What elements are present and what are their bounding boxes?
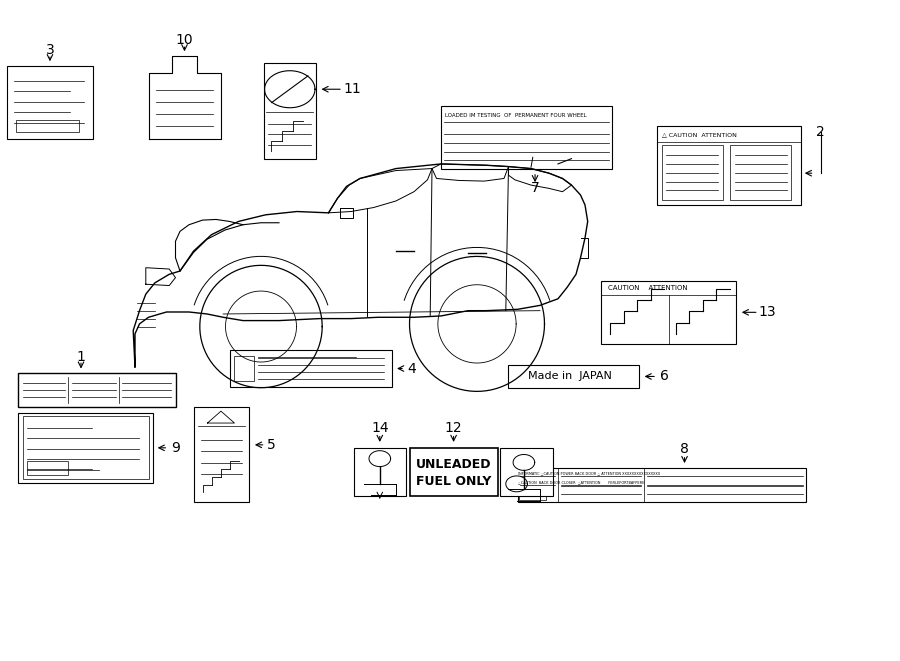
Bar bbox=[194, 407, 249, 502]
Text: 11: 11 bbox=[343, 82, 361, 97]
Bar bbox=[500, 448, 553, 496]
Text: Made in  JAPAN: Made in JAPAN bbox=[528, 371, 612, 381]
Text: 9: 9 bbox=[171, 441, 180, 455]
Text: 2: 2 bbox=[816, 125, 825, 139]
Text: LOADED IM TESTING  OF  PERMANENT FOUR WHEEL: LOADED IM TESTING OF PERMANENT FOUR WHEE… bbox=[445, 113, 586, 118]
Bar bbox=[27, 461, 68, 475]
Bar bbox=[264, 63, 316, 159]
Text: UNLEADED: UNLEADED bbox=[416, 458, 491, 471]
Text: △ CAUTION  ATTENTION: △ CAUTION ATTENTION bbox=[662, 132, 736, 137]
Bar bbox=[662, 145, 723, 200]
Bar bbox=[410, 448, 498, 496]
Bar bbox=[22, 416, 148, 479]
Bar bbox=[441, 106, 612, 169]
Text: 5: 5 bbox=[267, 438, 276, 452]
Bar bbox=[508, 365, 639, 388]
Bar bbox=[7, 66, 93, 139]
Bar bbox=[518, 468, 806, 502]
Text: △CAUTION  BACK DOOR CLOSER  △ATTENTION       FERLEPORTBAFPERE: △CAUTION BACK DOOR CLOSER △ATTENTION FER… bbox=[518, 481, 644, 485]
Text: 14: 14 bbox=[371, 421, 389, 436]
Bar bbox=[16, 120, 79, 132]
Text: 10: 10 bbox=[176, 32, 194, 47]
Bar bbox=[234, 356, 254, 381]
Text: 3: 3 bbox=[46, 42, 54, 57]
Bar bbox=[18, 413, 153, 483]
Bar bbox=[18, 373, 176, 407]
Text: INFORMATIC △CAUTION POWER BACK DOOR △ ATTENTION XXXXXXXXXXXXXXXX: INFORMATIC △CAUTION POWER BACK DOOR △ AT… bbox=[518, 471, 661, 475]
Text: 4: 4 bbox=[407, 362, 416, 375]
Text: FUEL ONLY: FUEL ONLY bbox=[416, 475, 491, 488]
Bar bbox=[354, 448, 406, 496]
Bar bbox=[519, 470, 546, 500]
Bar bbox=[601, 281, 736, 344]
Text: 8: 8 bbox=[680, 442, 689, 457]
Text: CAUTION    ATTENTION: CAUTION ATTENTION bbox=[608, 285, 688, 292]
Bar bbox=[730, 145, 791, 200]
Text: 1: 1 bbox=[76, 350, 86, 364]
Text: 13: 13 bbox=[759, 305, 777, 319]
Text: 7: 7 bbox=[531, 181, 539, 196]
Text: 6: 6 bbox=[660, 369, 669, 383]
Text: 12: 12 bbox=[445, 421, 463, 436]
Bar bbox=[230, 350, 392, 387]
Bar bbox=[657, 126, 801, 205]
